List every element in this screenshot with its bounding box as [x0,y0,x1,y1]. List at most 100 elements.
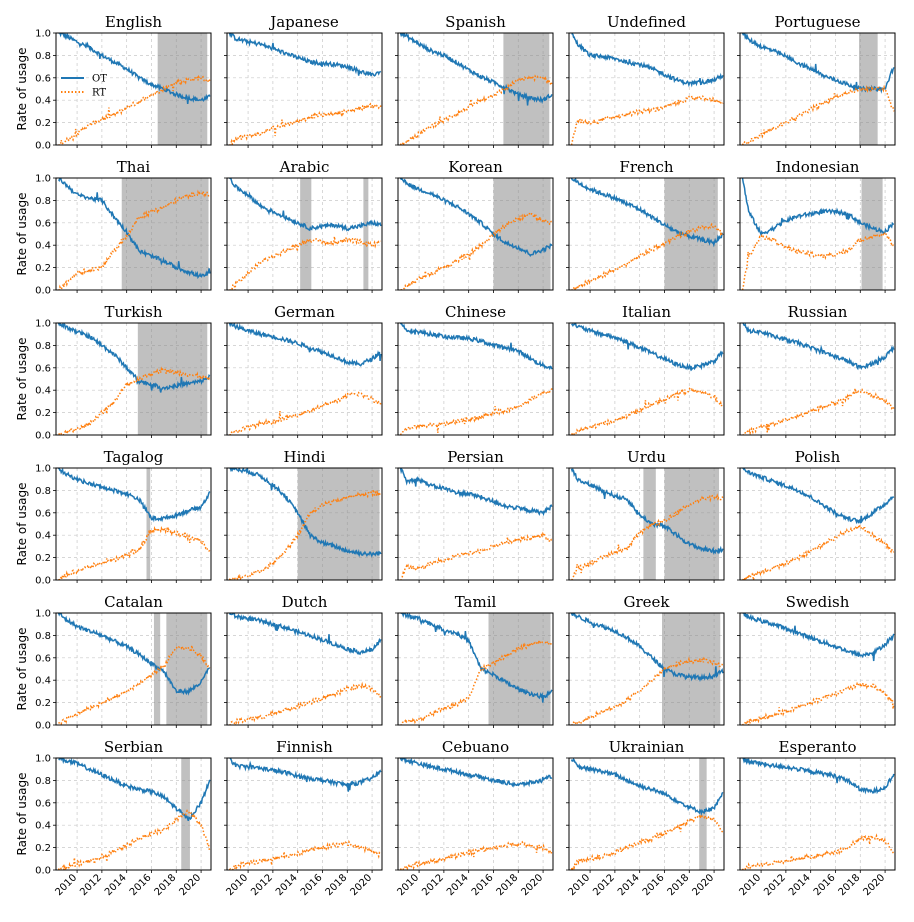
panel-thai: Thai 0.0 0.2 0.4 0.6 0.8 1.0 Rate of usage [15,158,212,297]
x-tick-label: 2012 [591,872,617,898]
x-tick-label: 2020 [177,872,203,898]
y-tick-label: 0.2 [35,698,51,709]
y-tick-label: 0.6 [35,218,51,229]
shaded-region [300,178,312,290]
series-rt-line [228,839,382,870]
axes-frame [55,322,212,436]
series-rt-line [399,388,553,435]
y-tick-label: 0.0 [35,866,51,877]
panel-title: Serbian [104,738,164,756]
series-rt-line [570,812,724,870]
series-ot-line [571,33,724,88]
panel-title: Swedish [786,593,850,611]
x-tick-label: 2016 [812,872,838,898]
y-tick-label: 0.6 [35,653,51,664]
y-tick-label: 0.2 [35,263,51,274]
x-tick-label: 2012 [420,872,446,898]
shaded-region [503,33,550,145]
series-rt-line [58,366,211,435]
series-rt-line [229,681,382,725]
y-tick-label: 0.2 [35,118,51,129]
series-ot-line [57,468,211,523]
series-ot-line [742,613,895,662]
axes-frame [568,467,725,581]
series-ot-line [229,758,382,792]
y-axis-label: Rate of usage [15,338,29,421]
panel-esperanto: Esperanto 2010 2012 2014 2016 2018 2020 [737,738,896,898]
panel-title: Finnish [276,738,333,756]
axes-frame [568,757,725,871]
series-ot-line [570,758,724,817]
series-ot-line [742,468,895,525]
axes-frame [568,322,725,436]
x-tick-label: 2014 [274,872,300,898]
series-rt-line [741,833,895,870]
y-tick-label: 1.0 [35,754,51,765]
axes-frame [55,757,212,871]
axes-frame [226,177,383,291]
series-ot-line [742,758,895,795]
axes-frame [568,612,725,726]
panel-title: Hindi [284,448,326,466]
x-tick-label: 2016 [128,872,154,898]
shaded-region [121,178,209,290]
x-tick-label: 2016 [641,872,667,898]
x-tick-label: 2010 [566,872,592,898]
panel-title: Arabic [279,158,330,176]
shaded-region [664,468,720,580]
panel-title: English [105,13,163,31]
axes-frame [739,322,896,436]
axes-frame [226,612,383,726]
series-ot-line [228,33,382,77]
panel-chinese: Chinese [395,303,554,438]
y-tick-label: 0.4 [35,821,51,832]
panel-title: Dutch [282,593,328,611]
series-ot-line [742,323,895,371]
panel-title: Portuguese [774,13,860,31]
shaded-region [297,468,380,580]
y-tick-label: 0.0 [35,721,51,732]
x-tick-label: 2014 [787,872,813,898]
axes-frame [226,757,383,871]
y-axis-label: Rate of usage [15,48,29,131]
x-tick-label: 2010 [737,872,763,898]
y-tick-label: 1.0 [35,609,51,620]
series-ot-line [741,178,895,238]
x-tick-label: 2020 [348,872,374,898]
shaded-region [699,758,707,870]
y-tick-label: 0.6 [35,508,51,519]
series-rt-line [229,102,382,145]
x-tick-label: 2012 [78,872,104,898]
series-ot-line [228,613,382,656]
panel-ukrainian: Ukrainian 2010 2012 2014 2016 2018 2020 [566,738,725,898]
series-rt-line [228,489,382,580]
panel-persian: Persian [395,448,554,583]
panel-title: Korean [448,158,503,176]
shaded-region [137,323,208,435]
series-rt-line [571,493,724,580]
y-axis-label: Rate of usage [15,483,29,566]
x-tick-label: 2020 [690,872,716,898]
shaded-region [166,613,208,725]
y-tick-label: 1.0 [35,174,51,185]
x-tick-label: 2010 [395,872,421,898]
panel-title: Thai [117,158,151,176]
series-rt-line [58,188,211,290]
series-ot-line [399,33,553,106]
panel-title: French [619,158,674,176]
panel-cebuano: Cebuano 2010 2012 2014 2016 2018 2020 [395,738,554,898]
x-tick-label: 2020 [861,872,887,898]
y-tick-label: 0.0 [35,431,51,442]
axes-frame [397,322,554,436]
x-tick-label: 2016 [299,872,325,898]
series-rt-line [400,531,553,580]
panel-italian: Italian [566,303,725,438]
x-tick-label: 2012 [249,872,275,898]
panel-title: Urdu [627,448,666,466]
y-tick-label: 0.6 [35,798,51,809]
y-tick-label: 1.0 [35,29,51,40]
y-tick-label: 0.2 [35,843,51,854]
axes-frame [568,177,725,291]
series-rt-line [58,643,211,725]
series-rt-line [570,656,724,725]
